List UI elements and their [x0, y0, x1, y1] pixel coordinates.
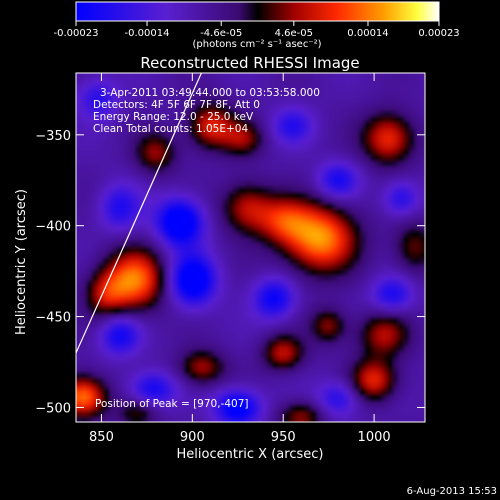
solar-limb-line [76, 73, 202, 354]
y-tick-label: −400 [35, 220, 71, 235]
colorbar-tick-label: -4.6e-05 [200, 28, 242, 39]
colorbar: -0.00023 -0.00014 -4.6e-05 4.6e-05 0.00014 0.… [54, 1, 460, 50]
annotations: 3-Apr-2011 03:49:44.000 to 03:53:58.000 … [93, 87, 320, 410]
colorbar-gradient [75, 1, 440, 22]
timestamp: 6-Aug-2013 15:53 [407, 486, 497, 497]
x-tick-label: 850 [89, 430, 114, 445]
heatmap-area: 850 900 950 1000 −500 −450 −400 −350 [35, 72, 426, 445]
colorbar-ticks: -0.00023 -0.00014 -4.6e-05 4.6e-05 0.00014 0.… [54, 21, 460, 39]
colorbar-units: (photons cm⁻² s⁻¹ asec⁻²) [192, 39, 321, 50]
x-tick-label: 900 [180, 430, 205, 445]
plot-frame [75, 72, 426, 423]
x-axis-label: Heliocentric X (arcsec) [177, 447, 324, 462]
colorbar-tick-label: -0.00023 [54, 28, 99, 39]
y-tick-label: −500 [35, 401, 71, 416]
axis-ticks: 850 900 950 1000 −500 −450 −400 −350 [35, 73, 425, 445]
y-axis-label: Heliocentric Y (arcsec) [14, 189, 29, 335]
colorbar-tick-label: 0.00014 [347, 28, 388, 39]
colorbar-tick-label: 0.00023 [418, 28, 459, 39]
peak-position-text: Position of Peak = [970,-407] [95, 398, 249, 410]
time-range-text: 3-Apr-2011 03:49:44.000 to 03:53:58.000 [100, 87, 320, 99]
y-tick-label: −350 [35, 129, 71, 144]
heatmap-image [76, 73, 425, 422]
chart-title: Reconstructed RHESSI Image [140, 54, 359, 72]
y-tick-label: −450 [35, 311, 71, 326]
energy-range-text: Energy Range: 12.0 - 25.0 keV [93, 111, 254, 123]
x-tick-label: 950 [271, 430, 296, 445]
clean-counts-text: Clean Total counts: 1.05E+04 [93, 123, 248, 135]
colorbar-tick-label: -0.00014 [125, 28, 170, 39]
x-tick-label: 1000 [358, 430, 391, 445]
colorbar-tick-label: 4.6e-05 [275, 28, 313, 39]
detectors-text: Detectors: 4F 5F 6F 7F 8F, Att 0 [93, 99, 260, 111]
